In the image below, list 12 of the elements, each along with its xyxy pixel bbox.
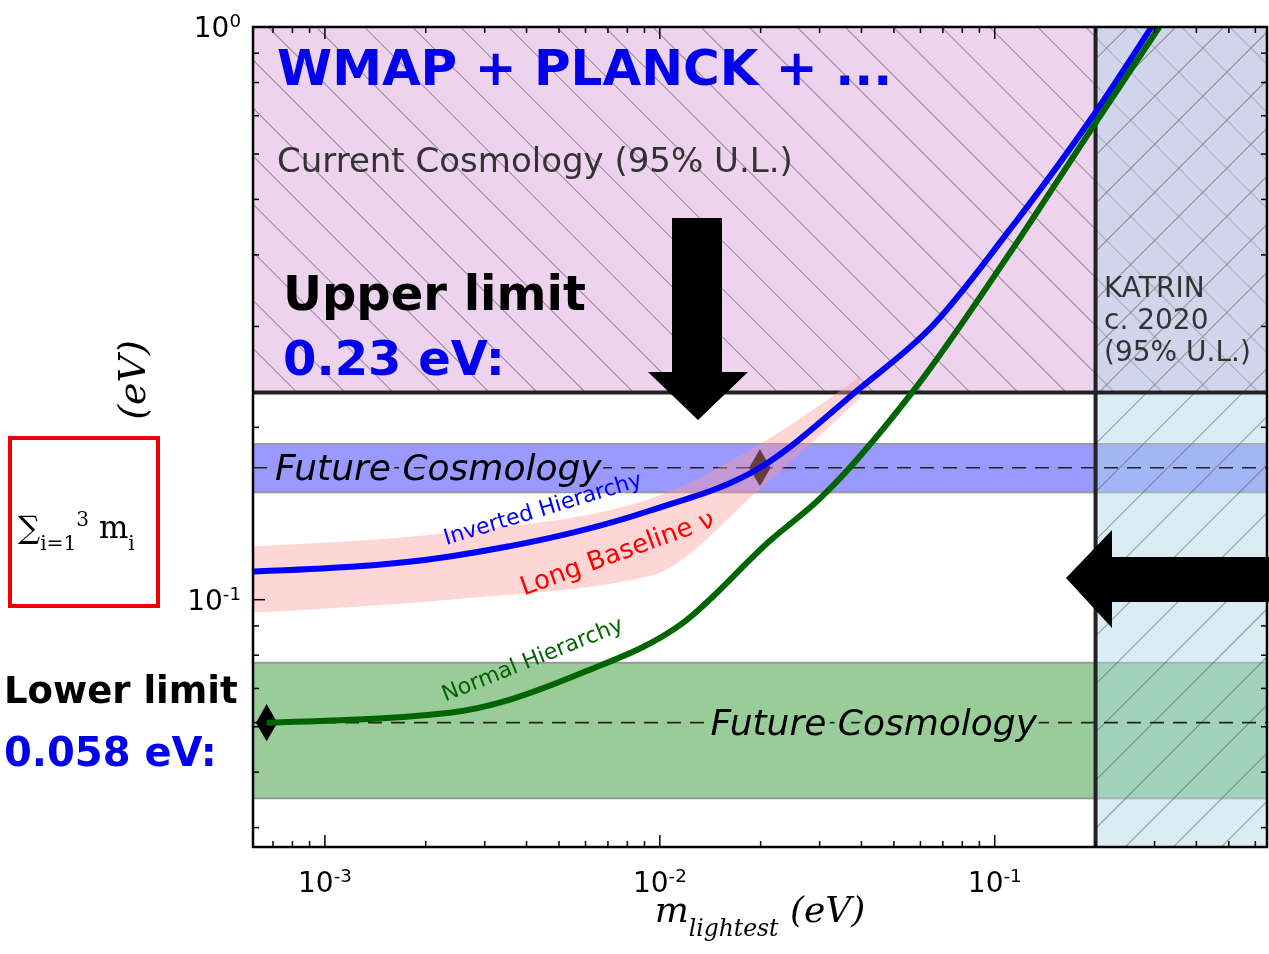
x-tick-label: 10$^{-3}$ [298, 864, 352, 899]
annotation: Upper limit [283, 265, 586, 321]
annotation: 0.23 eV: [283, 330, 505, 386]
y-tick-label: 10$^{0}$ [193, 9, 241, 44]
text: Lower limit [4, 669, 238, 712]
text: ∑$_{i=1}$$^{3}$ m$_{i}$ [18, 507, 135, 555]
band-label: KATRIN c. 2020 (95% U.L.) [1104, 271, 1251, 369]
annotation: WMAP + PLANCK + ... [277, 39, 893, 97]
text: 0.058 eV: [4, 729, 217, 775]
x-tick-label: 10$^{-1}$ [967, 864, 1022, 899]
y-axis-title: (eV) [110, 340, 154, 420]
band-label: Current Cosmology (95% U.L.) [277, 140, 793, 180]
